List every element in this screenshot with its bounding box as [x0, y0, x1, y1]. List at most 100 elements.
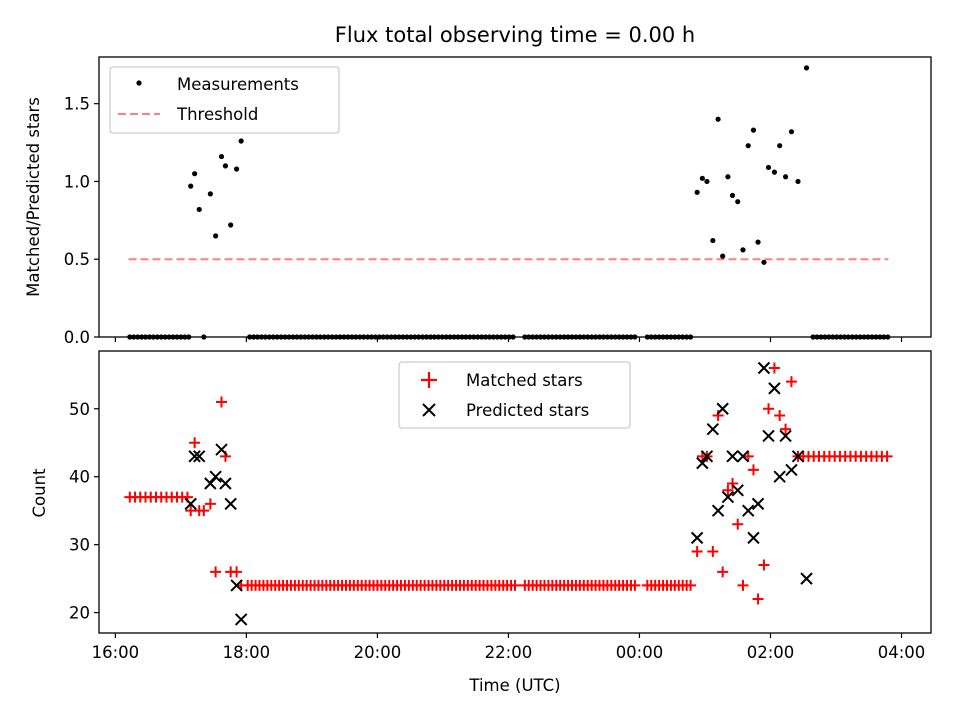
measurement-point — [715, 116, 721, 122]
bottom-plot-frame — [98, 350, 932, 634]
predicted-star-point — [762, 429, 775, 443]
matched-star-point — [768, 362, 780, 374]
x-tick-label-6: 04:00 — [878, 643, 926, 662]
legend-marker-measurements — [136, 80, 142, 86]
predicted-star-point — [700, 450, 714, 463]
predicted-star-point — [224, 497, 237, 511]
x-tick-label-0: 16:00 — [92, 643, 140, 662]
top-y-axis-label: Matched/Predicted stars — [24, 97, 43, 297]
predicted-star-point — [215, 443, 228, 456]
top-panel: Flux total observing time = 0.00 h Match… — [24, 23, 932, 347]
legend-label-matched: Matched stars — [466, 371, 583, 390]
bottom-y-tick-label-2: 40 — [69, 468, 90, 487]
matched-star-point — [722, 484, 734, 496]
measurement-point — [207, 191, 213, 197]
matched-star-point — [685, 579, 697, 591]
top-legend: Measurements Threshold — [109, 66, 340, 134]
predicted-star-point — [742, 504, 755, 517]
predicted-star-point — [690, 531, 704, 545]
bottom-legend: Matched stars Predicted stars — [398, 361, 631, 429]
top-y-tick-label-3: 1.5 — [64, 95, 90, 114]
matched-star-point — [231, 566, 243, 578]
x-tick-label-1: 18:00 — [223, 643, 271, 662]
measurement-point — [238, 138, 244, 144]
predicted-star-point — [768, 382, 781, 395]
predicted-star-point — [711, 504, 725, 517]
predicted-star-point — [696, 456, 709, 470]
measurement-point — [729, 192, 736, 199]
measurement-point — [694, 189, 700, 195]
matched-star-point — [726, 478, 738, 490]
measurement-point — [192, 171, 198, 177]
measurement-point — [196, 206, 202, 213]
matched-star-point — [785, 376, 797, 388]
matched-star-point — [758, 559, 770, 571]
matched-star-point — [732, 518, 744, 530]
measurement-point — [228, 222, 234, 228]
matched-star-point — [707, 545, 719, 557]
measurement-point — [740, 247, 746, 253]
top-plot-frame — [98, 56, 932, 338]
counts-layer — [124, 361, 893, 626]
measurement-point — [761, 259, 767, 265]
measurement-point — [720, 253, 726, 259]
measurement-point — [788, 129, 795, 135]
matched-star-point — [742, 450, 754, 462]
measurement-point — [233, 166, 240, 172]
bottom-legend-box — [398, 361, 631, 429]
measurement-point — [745, 143, 751, 149]
predicted-star-point — [188, 450, 201, 463]
measurement-point — [725, 174, 731, 180]
bottom-y-tick-label-3: 50 — [69, 400, 90, 419]
x-tick-label-4: 00:00 — [616, 643, 664, 662]
measurement-point — [755, 239, 761, 245]
measurement-point — [710, 237, 716, 244]
top-legend-box — [109, 66, 340, 134]
predicted-star-point — [736, 450, 750, 463]
predicted-star-point — [757, 361, 771, 375]
matched-star-point — [752, 593, 764, 605]
x-tick-label-2: 20:00 — [354, 643, 402, 662]
measurement-point — [699, 175, 705, 181]
predicted-star-point — [230, 579, 243, 592]
predicted-star-point — [800, 572, 813, 585]
x-axis-label: Time (UTC) — [468, 676, 560, 695]
matched-star-point — [509, 579, 521, 591]
matched-star-point — [204, 498, 216, 510]
matched-star-point — [210, 566, 222, 578]
legend-marker-matched — [421, 372, 437, 388]
predicted-star-point — [779, 429, 792, 443]
measurement-point — [771, 169, 778, 175]
measurement-point — [782, 174, 789, 180]
matched-star-point — [774, 410, 786, 422]
predicted-star-point — [716, 402, 729, 415]
bottom-y-axis-label: Count — [30, 468, 49, 518]
matched-star-point — [747, 464, 759, 476]
measurement-point — [735, 199, 741, 205]
legend-label-measurements: Measurements — [177, 75, 299, 94]
measurement-point — [765, 164, 772, 171]
measurement-point — [777, 143, 783, 149]
predicted-star-point — [219, 477, 232, 490]
matched-star-point — [629, 579, 641, 591]
top-y-tick-label-2: 1.0 — [64, 172, 90, 191]
measurement-point — [222, 163, 229, 169]
bottom-y-tick-label-1: 30 — [69, 536, 90, 555]
predicted-star-point — [721, 490, 735, 504]
legend-label-threshold: Threshold — [176, 105, 258, 124]
matched-star-point — [712, 410, 724, 422]
matched-star-point — [216, 396, 228, 408]
predicted-star-point — [706, 422, 720, 436]
legend-label-predicted: Predicted stars — [466, 401, 589, 420]
matched-star-point — [189, 437, 201, 449]
predicted-star-point — [751, 497, 765, 511]
top-y-tick-label-1: 0.5 — [64, 250, 90, 269]
predicted-star-point — [773, 470, 786, 483]
predicted-star-point — [731, 484, 744, 497]
measurement-point — [750, 127, 757, 133]
measurement-point — [188, 183, 194, 189]
measurement-point — [213, 233, 219, 239]
measurement-point — [704, 178, 710, 185]
measurement-point — [218, 153, 225, 160]
